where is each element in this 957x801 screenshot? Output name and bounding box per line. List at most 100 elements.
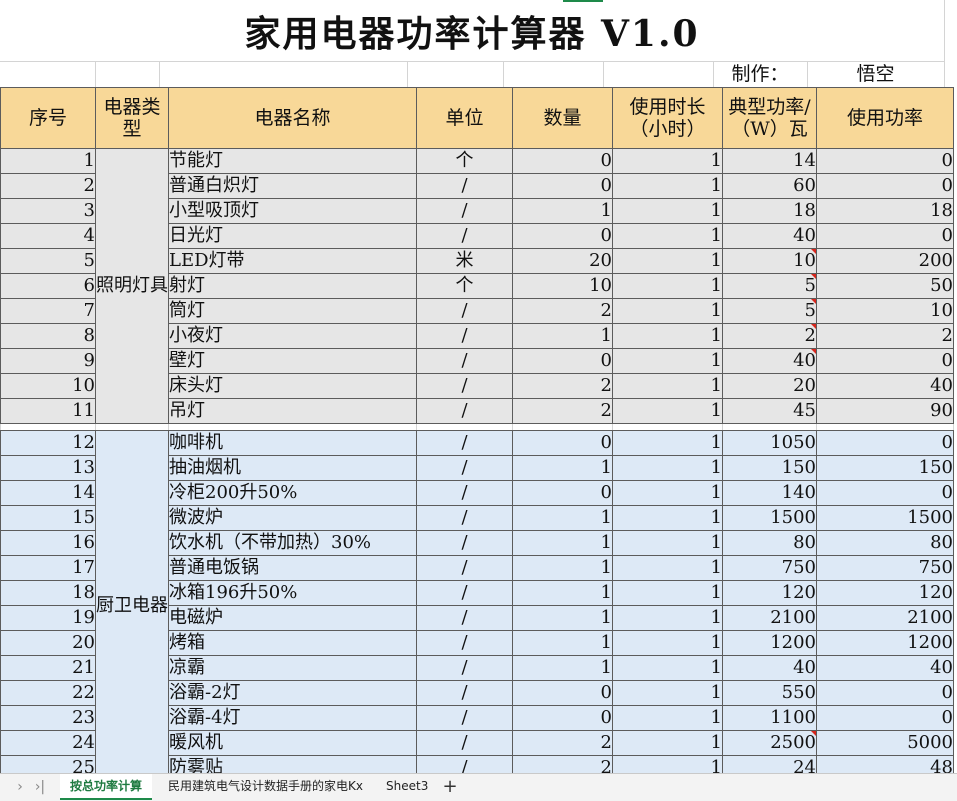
appliance-name-cell[interactable]: 微波炉 bbox=[168, 505, 417, 531]
typical-power-cell[interactable]: 18 bbox=[722, 198, 817, 224]
hours-cell[interactable]: 1 bbox=[612, 630, 723, 656]
usage-power-cell[interactable]: 5000 bbox=[816, 730, 954, 756]
quantity-cell[interactable]: 1 bbox=[512, 605, 613, 631]
appliance-name-cell[interactable]: 暖风机 bbox=[168, 730, 417, 756]
hours-cell[interactable]: 1 bbox=[612, 705, 723, 731]
hours-cell[interactable]: 1 bbox=[612, 680, 723, 706]
typical-power-cell[interactable]: 1200 bbox=[722, 630, 817, 656]
appliance-name-cell[interactable]: 普通白炽灯 bbox=[168, 173, 417, 199]
typical-power-cell[interactable]: 2100 bbox=[722, 605, 817, 631]
unit-cell[interactable]: / bbox=[416, 323, 513, 349]
empty-cell[interactable] bbox=[416, 423, 513, 431]
header-cell-category[interactable]: 电器类型 bbox=[95, 87, 169, 149]
usage-power-cell[interactable]: 750 bbox=[816, 555, 954, 581]
quantity-cell[interactable]: 0 bbox=[512, 348, 613, 374]
quantity-cell[interactable]: 2 bbox=[512, 298, 613, 324]
quantity-cell[interactable]: 1 bbox=[512, 580, 613, 606]
appliance-name-cell[interactable]: 饮水机（不带加热）30% bbox=[168, 530, 417, 556]
unit-cell[interactable]: / bbox=[416, 530, 513, 556]
unit-cell[interactable]: / bbox=[416, 198, 513, 224]
unit-cell[interactable]: 米 bbox=[416, 248, 513, 274]
header-cell-unit[interactable]: 单位 bbox=[416, 87, 513, 149]
unit-cell[interactable]: / bbox=[416, 555, 513, 581]
unit-cell[interactable]: / bbox=[416, 505, 513, 531]
quantity-cell[interactable]: 1 bbox=[512, 505, 613, 531]
appliance-name-cell[interactable]: 吊灯 bbox=[168, 398, 417, 424]
unit-cell[interactable]: / bbox=[416, 298, 513, 324]
row-number-cell[interactable]: 12 bbox=[0, 430, 96, 456]
quantity-cell[interactable]: 0 bbox=[512, 148, 613, 174]
quantity-cell[interactable]: 0 bbox=[512, 223, 613, 249]
unit-cell[interactable]: / bbox=[416, 398, 513, 424]
usage-power-cell[interactable]: 50 bbox=[816, 273, 954, 299]
typical-power-cell[interactable]: 40 bbox=[722, 223, 817, 249]
hours-cell[interactable]: 1 bbox=[612, 398, 723, 424]
hours-cell[interactable]: 1 bbox=[612, 248, 723, 274]
hours-cell[interactable]: 1 bbox=[612, 373, 723, 399]
row-number-cell[interactable]: 5 bbox=[0, 248, 96, 274]
usage-power-cell[interactable]: 0 bbox=[816, 480, 954, 506]
empty-cell[interactable] bbox=[168, 423, 417, 431]
row-number-cell[interactable]: 7 bbox=[0, 298, 96, 324]
hours-cell[interactable]: 1 bbox=[612, 430, 723, 456]
hours-cell[interactable]: 1 bbox=[612, 480, 723, 506]
usage-power-cell[interactable]: 40 bbox=[816, 655, 954, 681]
row-number-cell[interactable]: 23 bbox=[0, 705, 96, 731]
quantity-cell[interactable]: 2 bbox=[512, 755, 613, 773]
spreadsheet-area[interactable]: 家用电器功率计算器 V1.0 制作： 悟空 序号 电器类型 电器名称 单位 数量… bbox=[0, 0, 957, 773]
row-number-cell[interactable]: 20 bbox=[0, 630, 96, 656]
row-number-cell[interactable]: 8 bbox=[0, 323, 96, 349]
row-number-cell[interactable]: 25 bbox=[0, 755, 96, 773]
unit-cell[interactable]: / bbox=[416, 730, 513, 756]
row-number-cell[interactable]: 24 bbox=[0, 730, 96, 756]
row-number-cell[interactable]: 11 bbox=[0, 398, 96, 424]
hours-cell[interactable]: 1 bbox=[612, 223, 723, 249]
comment-marker-icon[interactable] bbox=[811, 731, 816, 736]
appliance-name-cell[interactable]: 冷柜200升50% bbox=[168, 480, 417, 506]
usage-power-cell[interactable]: 80 bbox=[816, 530, 954, 556]
typical-power-cell[interactable]: 40 bbox=[722, 655, 817, 681]
typical-power-cell[interactable]: 20 bbox=[722, 373, 817, 399]
quantity-cell[interactable]: 0 bbox=[512, 430, 613, 456]
chevron-right-icon[interactable]: › bbox=[17, 779, 23, 795]
typical-power-cell[interactable]: 60 bbox=[722, 173, 817, 199]
row-number-cell[interactable]: 9 bbox=[0, 348, 96, 374]
usage-power-cell[interactable]: 1200 bbox=[816, 630, 954, 656]
hours-cell[interactable]: 1 bbox=[612, 323, 723, 349]
sheet-tab[interactable]: Sheet3 bbox=[386, 779, 429, 793]
unit-cell[interactable]: / bbox=[416, 630, 513, 656]
hours-cell[interactable]: 1 bbox=[612, 555, 723, 581]
hours-cell[interactable]: 1 bbox=[612, 605, 723, 631]
sheet-tab-active[interactable]: 按总功率计算 bbox=[60, 774, 153, 800]
typical-power-cell[interactable]: 14 bbox=[722, 148, 817, 174]
unit-cell[interactable]: / bbox=[416, 580, 513, 606]
usage-power-cell[interactable]: 10 bbox=[816, 298, 954, 324]
sheet-tab[interactable]: 民用建筑电气设计数据手册的家电Kx bbox=[168, 779, 363, 793]
empty-cell[interactable] bbox=[0, 423, 96, 431]
unit-cell[interactable]: / bbox=[416, 755, 513, 773]
maker-name[interactable]: 悟空 bbox=[856, 63, 895, 85]
hours-cell[interactable]: 1 bbox=[612, 273, 723, 299]
appliance-name-cell[interactable]: 小型吸顶灯 bbox=[168, 198, 417, 224]
row-number-cell[interactable]: 17 bbox=[0, 555, 96, 581]
typical-power-cell[interactable]: 40 bbox=[722, 348, 817, 374]
quantity-cell[interactable]: 1 bbox=[512, 530, 613, 556]
usage-power-cell[interactable]: 40 bbox=[816, 373, 954, 399]
appliance-name-cell[interactable]: 壁灯 bbox=[168, 348, 417, 374]
usage-power-cell[interactable]: 0 bbox=[816, 348, 954, 374]
empty-cell[interactable] bbox=[612, 423, 723, 431]
category-cell[interactable]: 厨卫电器 bbox=[95, 430, 169, 773]
quantity-cell[interactable]: 2 bbox=[512, 730, 613, 756]
typical-power-cell[interactable]: 2 bbox=[722, 323, 817, 349]
quantity-cell[interactable]: 1 bbox=[512, 630, 613, 656]
usage-power-cell[interactable]: 150 bbox=[816, 455, 954, 481]
empty-cell[interactable] bbox=[512, 423, 613, 431]
quantity-cell[interactable]: 1 bbox=[512, 655, 613, 681]
row-number-cell[interactable]: 19 bbox=[0, 605, 96, 631]
category-cell[interactable]: 照明灯具 bbox=[95, 148, 169, 424]
hours-cell[interactable]: 1 bbox=[612, 655, 723, 681]
header-cell-power[interactable]: 典型功率/（W）瓦 bbox=[722, 87, 817, 149]
comment-marker-icon[interactable] bbox=[811, 324, 816, 329]
quantity-cell[interactable]: 10 bbox=[512, 273, 613, 299]
appliance-name-cell[interactable]: 凉霸 bbox=[168, 655, 417, 681]
